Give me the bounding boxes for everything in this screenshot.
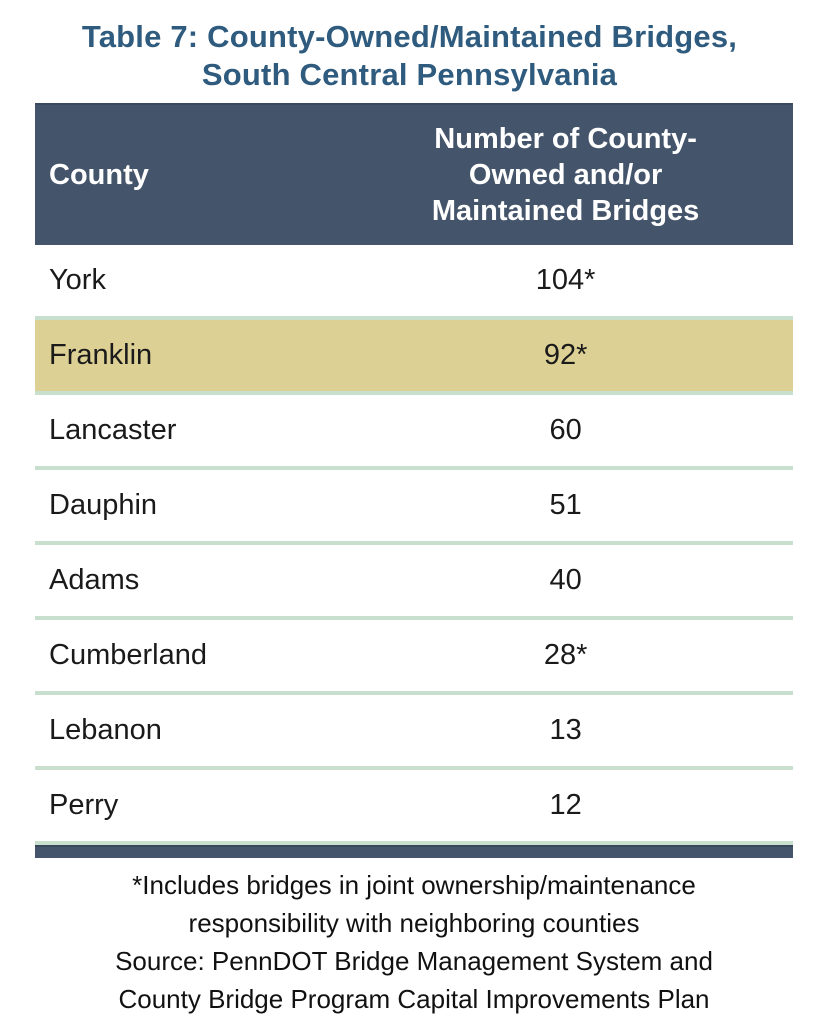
table-row-lebanon: Lebanon 13: [35, 695, 793, 770]
header-cell-county: County: [49, 158, 149, 191]
table-header-row: County Number of County- Owned and/or Ma…: [35, 103, 793, 245]
value-cell: 28*: [543, 639, 588, 671]
header-cell-number: Number of County- Owned and/or Maintaine…: [338, 105, 793, 245]
table-row-dauphin: Dauphin 51: [35, 470, 793, 545]
value-cell: 13: [549, 714, 582, 746]
page-title-line-1: Table 7: County-Owned/Maintained Bridges…: [81, 19, 738, 54]
table-row-cumberland: Cumberland 28*: [35, 620, 793, 695]
table-row-lancaster: Lancaster 60: [35, 395, 793, 470]
county-cell: Lebanon: [49, 714, 162, 746]
value-cell: 51: [549, 489, 582, 521]
page-title: Table 7: County-Owned/Maintained Bridges…: [20, 18, 800, 94]
table-footnotes: *Includes bridges in joint ownership/mai…: [35, 866, 793, 1018]
table-row-york: York 104*: [35, 245, 793, 320]
county-cell: Cumberland: [49, 639, 207, 671]
header-cell-number-line-2: Owned and/or: [468, 159, 663, 191]
county-cell: York: [49, 264, 106, 296]
table-row-perry: Perry 12: [35, 770, 793, 845]
asterisk-note-line-1: *Includes bridges in joint ownership/mai…: [132, 870, 696, 900]
value-cell: 60: [549, 414, 582, 446]
header-cell-number-line-3: Maintained Bridges: [431, 195, 700, 227]
county-cell: Franklin: [49, 339, 153, 371]
header-cell-number-line-1: Number of County-: [434, 123, 697, 155]
source-note-line-2: County Bridge Program Capital Improvemen…: [118, 984, 710, 1014]
page-title-line-2: South Central Pennsylvania: [201, 57, 618, 92]
value-cell: 12: [549, 789, 582, 821]
county-cell: Dauphin: [49, 489, 158, 521]
source-note-line-1: Source: PennDOT Bridge Management System…: [115, 946, 713, 976]
table-row-franklin: Franklin 92*: [35, 320, 793, 395]
table-bottom-bar: [35, 845, 793, 858]
county-cell: Adams: [49, 564, 140, 596]
value-cell: 40: [549, 564, 582, 596]
asterisk-note-line-2: responsibility with neighboring counties: [188, 908, 640, 938]
value-cell: 92*: [543, 339, 588, 371]
county-cell: Perry: [49, 789, 119, 821]
bridges-table: County Number of County- Owned and/or Ma…: [35, 103, 793, 858]
table-row-adams: Adams 40: [35, 545, 793, 620]
county-cell: Lancaster: [49, 414, 177, 446]
value-cell: 104*: [535, 264, 596, 296]
